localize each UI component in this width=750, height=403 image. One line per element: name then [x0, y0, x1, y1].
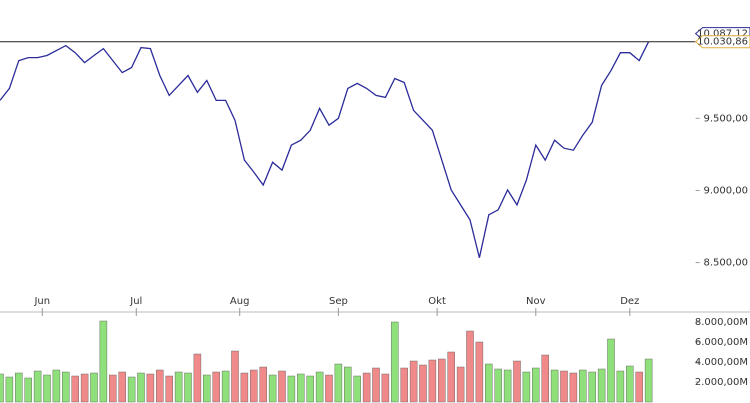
volume-bar: [513, 360, 521, 403]
volume-bar: [494, 368, 502, 403]
volume-bar: [184, 372, 192, 403]
volume-bar: [391, 321, 399, 403]
volume-bar: [99, 320, 108, 403]
y-tick-label: 8.000,00M: [695, 317, 748, 328]
volume-bar: [306, 375, 314, 403]
volume-bar: [447, 351, 455, 403]
price-flag: [694, 35, 750, 49]
volume-bar: [579, 369, 587, 403]
volume-bar: [118, 371, 126, 403]
x-tick-label: Jul: [129, 296, 142, 307]
volume-bar: [240, 372, 249, 403]
volume-bar: [532, 367, 540, 403]
volume-bar: [616, 370, 625, 403]
volume-bar: [325, 374, 333, 403]
volume-bar: [541, 354, 549, 403]
volume-bar: [259, 366, 267, 403]
volume-bar: [409, 360, 418, 403]
volume-bar: [588, 371, 596, 403]
volume-bar: [221, 370, 230, 403]
x-tick-label: Nov: [526, 296, 546, 307]
volume-bar: [372, 367, 380, 403]
y-tick-label: 6.000,00M: [695, 337, 748, 348]
volume-bar: [52, 369, 61, 403]
volume-bar: [137, 372, 145, 403]
price-flag-label: 10.030,86: [697, 37, 748, 48]
volume-bar: [165, 375, 173, 403]
volume-bar: [268, 374, 277, 403]
volume-bar: [109, 374, 117, 403]
volume-bar: [5, 376, 14, 403]
volume-bar: [362, 372, 371, 403]
volume-bar: [475, 341, 484, 403]
volume-bar: [607, 338, 615, 403]
volume-bar: [503, 369, 512, 403]
volume-bar: [522, 371, 531, 403]
volume-bar: [550, 369, 559, 403]
volume-bar: [334, 363, 343, 403]
volume-bar: [344, 366, 352, 403]
volume-bar: [0, 373, 4, 403]
volume-bar: [250, 369, 258, 403]
volume-bar: [635, 371, 643, 403]
volume-bar: [231, 350, 239, 403]
volume-bar: [43, 374, 51, 403]
volume-bar: [428, 359, 437, 403]
volume-bar: [80, 373, 89, 403]
volume-bar: [287, 375, 296, 403]
volume-bar: [156, 369, 164, 403]
x-tick-label: Aug: [230, 296, 250, 307]
volume-bar: [353, 375, 361, 403]
volume-bar: [456, 366, 465, 403]
volume-bar: [297, 373, 305, 403]
volume-bar: [278, 370, 286, 403]
volume-bar: [127, 376, 136, 403]
volume-bar: [174, 371, 183, 403]
volume-bar: [71, 375, 79, 403]
x-tick-label: Okt: [428, 296, 446, 307]
volume-bar: [419, 364, 427, 403]
volume-bar: [203, 374, 211, 403]
volume-bar: [569, 372, 578, 403]
x-tick-label: Dez: [620, 296, 639, 307]
volume-bar: [62, 371, 70, 403]
volume-bar: [15, 372, 23, 403]
volume-bar: [212, 371, 220, 403]
x-tick-label: Jun: [33, 296, 50, 307]
volume-bar: [644, 358, 653, 403]
volume-bar: [597, 368, 606, 403]
y-tick-label: 4.000,00M: [695, 357, 748, 368]
price-flag-label: 10.087,12: [697, 29, 748, 40]
y-tick-label: 9.500,00: [703, 113, 748, 124]
volume-bar: [438, 358, 446, 403]
y-tick-label: 2.000,00M: [695, 377, 748, 388]
volume-bar: [626, 365, 634, 403]
volume-bar: [146, 373, 155, 403]
volume-bar: [90, 372, 98, 403]
volume-bar: [33, 370, 42, 403]
price-line: [0, 41, 650, 258]
volume-bar: [315, 371, 324, 403]
y-tick-label: 9.000,00: [703, 185, 748, 196]
x-tick-label: Sep: [329, 296, 348, 307]
volume-bar: [381, 373, 390, 403]
volume-bar: [485, 363, 493, 403]
volume-bar: [193, 353, 202, 403]
volume-bar: [466, 330, 474, 403]
volume-bar: [24, 377, 32, 403]
y-tick-label: 8.500,00: [703, 258, 748, 269]
volume-bar: [400, 367, 408, 403]
volume-bar: [560, 370, 568, 403]
